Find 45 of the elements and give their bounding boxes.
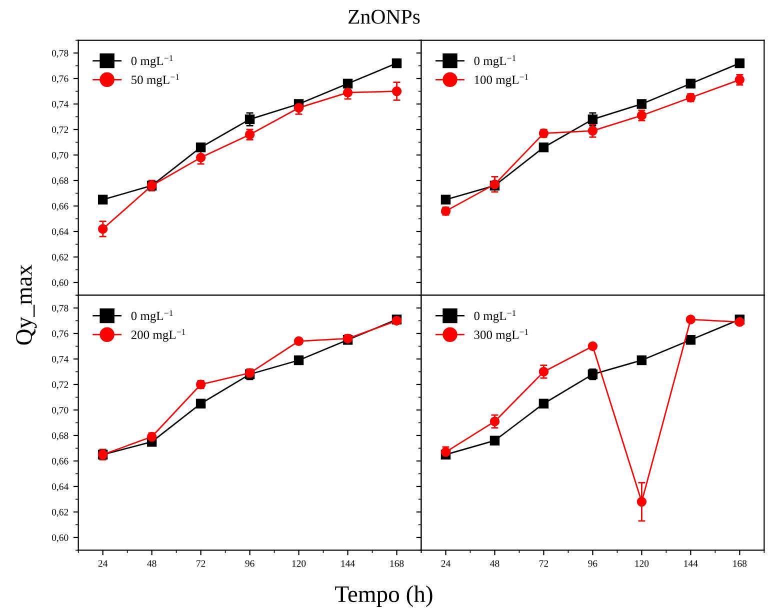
x-tick-label: 120 <box>635 560 649 567</box>
legend-label: 300 mgL$^{−1}$ <box>474 329 528 342</box>
y-tick-label: 0,78 <box>52 50 68 58</box>
legend-label: 200 mgL$^{−1}$ <box>131 329 186 342</box>
x-tick-label: 144 <box>684 560 698 567</box>
legend-label: 50 mgL$^{−1}$ <box>132 74 179 87</box>
x-tick-label: 72 <box>539 560 548 567</box>
y-tick-label: 0,78 <box>52 304 68 313</box>
y-tick-label: 0,68 <box>52 432 68 440</box>
y-tick-label: 0,72 <box>52 381 68 390</box>
chart-title: ZnONPs <box>348 10 420 24</box>
x-tick-label: 168 <box>733 560 747 567</box>
x-tick-label: 96 <box>245 560 254 567</box>
y-tick-label: 0,76 <box>52 330 68 338</box>
y-tick-label: 0,74 <box>52 100 68 109</box>
x-tick-label: 24 <box>441 560 450 567</box>
x-tick-label: 48 <box>147 560 156 567</box>
y-tick-label: 0,74 <box>52 356 68 364</box>
y-axis-title: Qy_max <box>16 264 37 345</box>
legend-label: 0 mgL$^{−1}$ <box>131 310 173 323</box>
legend-label: 0 mgL$^{−1}$ <box>474 55 516 68</box>
x-tick-label: 144 <box>341 560 355 567</box>
y-tick-label: 0,64 <box>52 483 68 492</box>
y-tick-label: 0,60 <box>52 534 68 542</box>
x-tick-label: 48 <box>490 560 500 567</box>
y-tick-label: 0,62 <box>52 508 68 517</box>
x-tick-label: 168 <box>390 560 404 567</box>
y-tick-label: 0,68 <box>52 177 68 186</box>
x-tick-label: 120 <box>292 560 306 567</box>
legend-label: 0 mgL$^{−1}$ <box>474 310 516 323</box>
y-tick-label: 0,62 <box>52 254 68 262</box>
y-tick-label: 0,76 <box>52 75 68 84</box>
y-tick-label: 0,66 <box>52 458 68 466</box>
x-tick-label: 72 <box>196 560 206 567</box>
legend-label: 0 mgL$^{−1}$ <box>131 55 173 68</box>
y-tick-label: 0,66 <box>52 202 68 211</box>
y-tick-label: 0,64 <box>52 228 68 236</box>
x-tick-label: 24 <box>98 560 108 567</box>
y-tick-label: 0,70 <box>52 152 68 160</box>
y-tick-label: 0,70 <box>52 406 68 415</box>
legend-label: 100 mgL$^{−1}$ <box>474 74 528 87</box>
x-tick-label: 96 <box>588 560 598 567</box>
y-tick-label: 0,72 <box>52 126 68 134</box>
x-axis-title: Tempo (h) <box>335 586 432 607</box>
y-tick-label: 0,60 <box>52 279 68 288</box>
